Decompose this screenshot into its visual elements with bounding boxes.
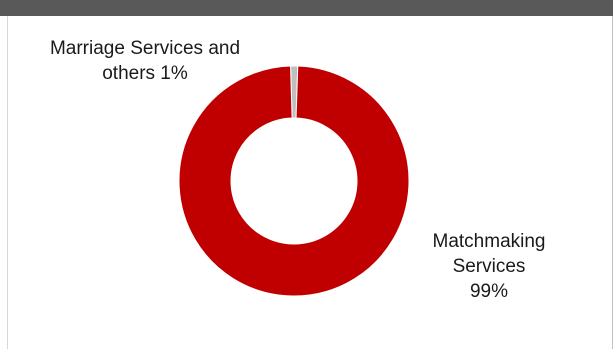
data-label-line: Services: [452, 256, 526, 277]
data-label-line: Marriage Services and: [49, 38, 241, 59]
data-label-line: Matchmaking: [432, 231, 546, 252]
header-bar: [0, 0, 613, 16]
data-label-line: others 1%: [102, 63, 188, 84]
donut-slice-matchmaking-services: [178, 65, 410, 297]
left-border: [7, 16, 8, 349]
data-label-matchmaking-services: Matchmaking Services 99%: [404, 229, 574, 304]
data-label-line: 99%: [469, 281, 509, 302]
data-label-marriage-services: Marriage Services and others 1%: [14, 36, 276, 86]
